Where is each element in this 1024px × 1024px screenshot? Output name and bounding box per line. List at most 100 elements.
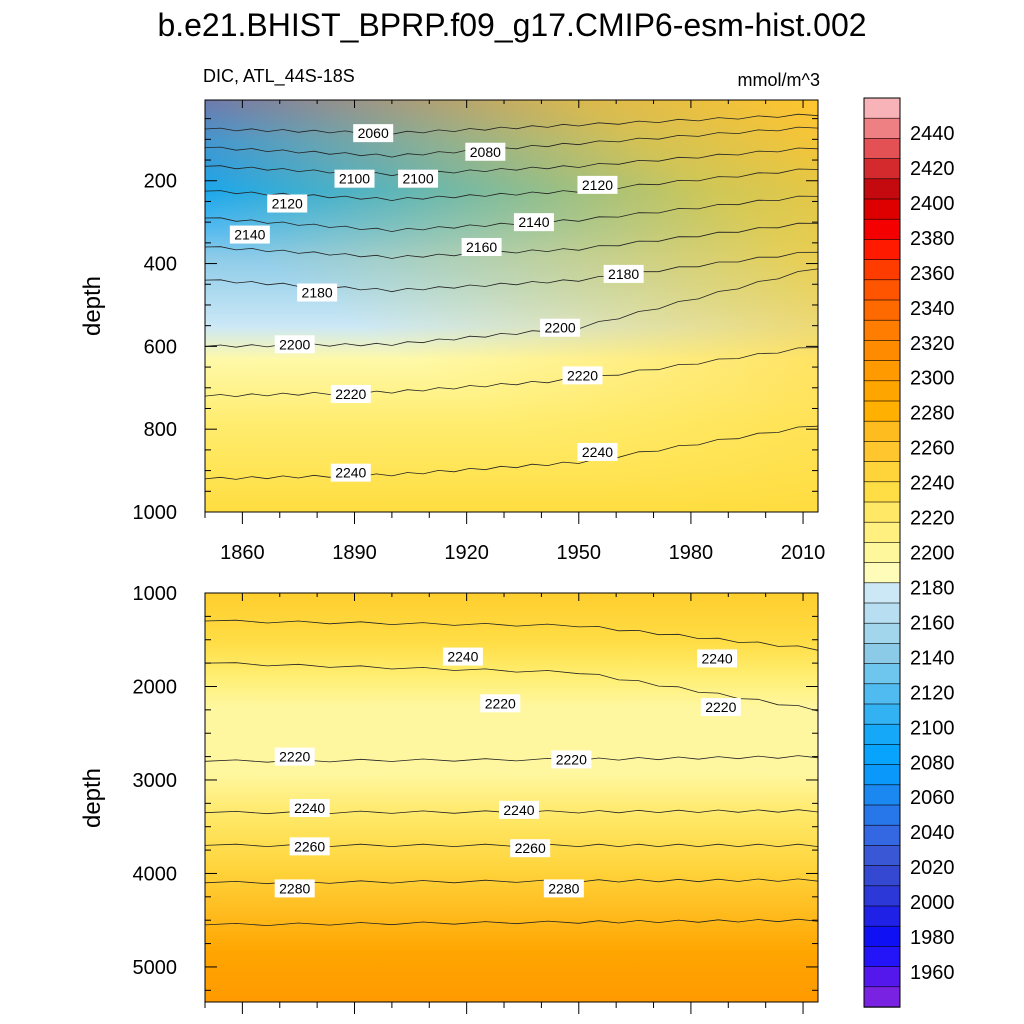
subtitle-units: mmol/m^3 bbox=[738, 70, 820, 90]
colorbar-swatch bbox=[863, 138, 901, 160]
colorbar-swatch bbox=[863, 319, 901, 342]
lower-contour-label: 2240 bbox=[442, 647, 483, 666]
upper-contour-label: 2200 bbox=[274, 335, 315, 354]
colorbar-tick-label: 2240 bbox=[910, 473, 955, 495]
upper-x-tick-label: 2010 bbox=[781, 542, 826, 564]
lower-contour-label: 2220 bbox=[480, 694, 521, 713]
colorbar-swatch bbox=[863, 279, 901, 301]
colorbar-tick-label: 2400 bbox=[910, 193, 955, 215]
upper-contour-label: 2180 bbox=[603, 264, 644, 283]
lower-contour-label-text: 2220 bbox=[556, 751, 587, 767]
upper-contour-label-text: 2180 bbox=[302, 285, 333, 301]
colorbar-swatch bbox=[863, 198, 901, 220]
colorbar-swatch bbox=[863, 542, 901, 564]
colorbar-tick-label: 2080 bbox=[910, 752, 955, 774]
upper-panel: 2060 2080 2100 2100 2120 2120 2140 2140 2160 2180… bbox=[79, 99, 826, 564]
lower-contour-label-bg bbox=[543, 879, 584, 898]
upper-contour-label-text: 2180 bbox=[608, 266, 639, 282]
colorbar-swatch bbox=[863, 643, 901, 665]
colorbar-swatch bbox=[863, 602, 901, 624]
lower-contour-label-text: 2280 bbox=[548, 880, 579, 896]
lower-contour-label-text: 2220 bbox=[705, 699, 736, 715]
upper-x-tick-label: 1950 bbox=[557, 542, 602, 564]
colorbar-tick-label: 2280 bbox=[910, 403, 955, 425]
upper-y-tick-label: 200 bbox=[144, 171, 177, 193]
colorbar-swatch bbox=[863, 966, 901, 988]
lower-contour-label: 2240 bbox=[498, 800, 539, 819]
colorbar-swatch bbox=[863, 461, 901, 483]
upper-y-tick-label: 400 bbox=[144, 254, 177, 276]
upper-contour-line-2100-2 bbox=[204, 147, 819, 177]
colorbar-tick-label: 2120 bbox=[910, 682, 955, 704]
colorbar-swatch bbox=[863, 562, 901, 584]
lower-contour-label-text: 2260 bbox=[515, 840, 546, 856]
colorbar-tick-label: 2300 bbox=[910, 368, 955, 390]
colorbar-swatch bbox=[863, 239, 901, 261]
colorbar: 2440 2420 2400 2380 2360 2340 2320 2300 2280 2260… bbox=[863, 97, 955, 1008]
lower-y-axis-label: depth bbox=[79, 768, 106, 828]
lower-contour-label-text: 2280 bbox=[279, 880, 310, 896]
colorbar-tick-label: 2260 bbox=[910, 438, 955, 460]
lower-contour-label-text: 2240 bbox=[294, 800, 325, 816]
colorbar-tick-label: 2040 bbox=[910, 822, 955, 844]
colorbar-swatch bbox=[863, 481, 901, 503]
upper-contour-label: 2060 bbox=[353, 124, 394, 143]
colorbar-swatch bbox=[863, 885, 901, 907]
lower-contour-label: 2220 bbox=[700, 698, 741, 717]
upper-contour-label: 2180 bbox=[297, 283, 338, 302]
colorbar-tick-label: 2360 bbox=[910, 263, 955, 285]
lower-contour-line-2240-0 bbox=[204, 619, 819, 651]
colorbar-swatch bbox=[863, 380, 901, 402]
upper-contour-label-bg bbox=[603, 264, 644, 283]
lower-contour-label-text: 2260 bbox=[294, 838, 325, 854]
upper-contour-label-text: 2120 bbox=[582, 177, 613, 193]
colorbar-swatch bbox=[863, 946, 901, 968]
lower-contour-label: 2240 bbox=[289, 799, 330, 818]
upper-contour-line-2220-8 bbox=[204, 347, 819, 398]
upper-contour-label: 2220 bbox=[330, 384, 371, 403]
upper-x-tick-label: 1920 bbox=[444, 542, 489, 564]
upper-contour-label-text: 2240 bbox=[335, 465, 366, 481]
upper-contour-label: 2100 bbox=[398, 169, 439, 188]
colorbar-tick-label: 1980 bbox=[910, 927, 955, 949]
upper-contour-label-text: 2140 bbox=[234, 227, 265, 243]
lower-contour-label-bg bbox=[289, 799, 330, 818]
colorbar-swatch bbox=[863, 117, 901, 140]
upper-x-tick-label: 1890 bbox=[332, 542, 377, 564]
colorbar-swatch bbox=[863, 178, 901, 200]
colorbar-tick-label: 2100 bbox=[910, 717, 955, 739]
colorbar-swatch bbox=[863, 259, 901, 281]
colorbar-swatch bbox=[863, 400, 901, 422]
colorbar-tick-label: 2140 bbox=[910, 647, 955, 669]
upper-contour-label-text: 2240 bbox=[582, 444, 613, 460]
upper-contour-label-text: 2200 bbox=[279, 336, 310, 352]
colorbar-swatch bbox=[863, 663, 901, 685]
lower-contour-label-text: 2240 bbox=[702, 650, 733, 666]
upper-contour-label-text: 2160 bbox=[466, 239, 497, 255]
colorbar-swatch bbox=[863, 845, 901, 867]
colorbar-swatch bbox=[863, 441, 901, 463]
upper-field-warm-overlay bbox=[205, 100, 818, 512]
upper-contour-label-text: 2060 bbox=[358, 125, 389, 141]
lower-plot-frame bbox=[204, 592, 819, 1003]
colorbar-tick-label: 2180 bbox=[910, 578, 955, 600]
colorbar-swatch bbox=[863, 905, 901, 927]
lower-panel: 2240 2240 2220 2220 2220 2220 2240 2240 2260 2260… bbox=[79, 583, 819, 1014]
lower-contour-label-bg bbox=[289, 837, 330, 856]
colorbar-tick-label: 1960 bbox=[910, 962, 955, 984]
colorbar-swatch bbox=[863, 420, 901, 443]
upper-contour-label-bg bbox=[577, 442, 618, 461]
colorbar-swatch bbox=[863, 340, 901, 362]
colorbar-swatch bbox=[863, 784, 901, 806]
upper-contour-label-bg bbox=[513, 213, 554, 232]
upper-contour-label: 2120 bbox=[577, 175, 618, 194]
lower-contour-label-bg bbox=[700, 698, 741, 717]
upper-contour-label-bg bbox=[465, 142, 506, 161]
upper-x-tick-label: 1860 bbox=[220, 542, 265, 564]
upper-x-tick-label: 1980 bbox=[669, 542, 714, 564]
lower-contour-label: 2240 bbox=[697, 649, 738, 668]
lower-contour-label: 2280 bbox=[543, 879, 584, 898]
upper-contour-label-bg bbox=[334, 169, 375, 188]
upper-contour-label-text: 2120 bbox=[272, 196, 303, 212]
colorbar-tick-label: 2160 bbox=[910, 612, 955, 634]
